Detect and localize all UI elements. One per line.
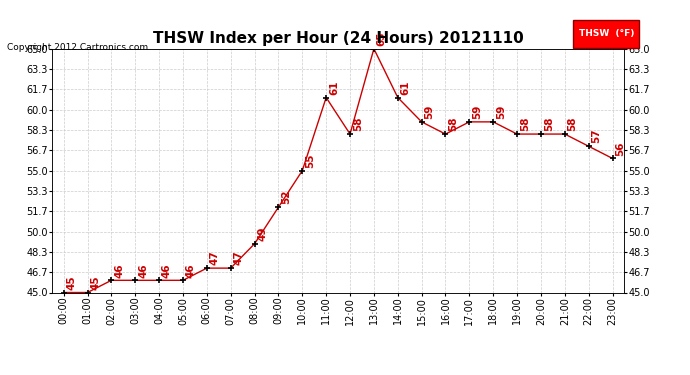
- Text: THSW  (°F): THSW (°F): [579, 29, 634, 38]
- Text: 46: 46: [114, 263, 124, 278]
- Text: 65: 65: [377, 32, 386, 46]
- Text: 56: 56: [615, 141, 625, 156]
- Text: 46: 46: [186, 263, 196, 278]
- Text: 49: 49: [257, 226, 267, 241]
- Text: 46: 46: [162, 263, 172, 278]
- Text: 45: 45: [66, 275, 77, 290]
- Text: Copyright 2012 Cartronics.com: Copyright 2012 Cartronics.com: [7, 43, 148, 52]
- Text: 59: 59: [424, 105, 435, 119]
- Text: 55: 55: [305, 153, 315, 168]
- Text: 47: 47: [210, 251, 219, 266]
- Text: 58: 58: [568, 117, 578, 131]
- Text: 58: 58: [353, 117, 363, 131]
- Text: 59: 59: [496, 105, 506, 119]
- Text: 47: 47: [233, 251, 244, 266]
- Text: 58: 58: [544, 117, 553, 131]
- Text: 52: 52: [282, 190, 291, 204]
- Title: THSW Index per Hour (24 Hours) 20121110: THSW Index per Hour (24 Hours) 20121110: [152, 31, 524, 46]
- Text: 61: 61: [400, 80, 411, 95]
- Text: 59: 59: [472, 105, 482, 119]
- Text: 46: 46: [138, 263, 148, 278]
- Text: 58: 58: [448, 117, 458, 131]
- Text: 58: 58: [520, 117, 530, 131]
- Text: 57: 57: [591, 129, 602, 144]
- Text: 45: 45: [90, 275, 100, 290]
- Text: 61: 61: [329, 80, 339, 95]
